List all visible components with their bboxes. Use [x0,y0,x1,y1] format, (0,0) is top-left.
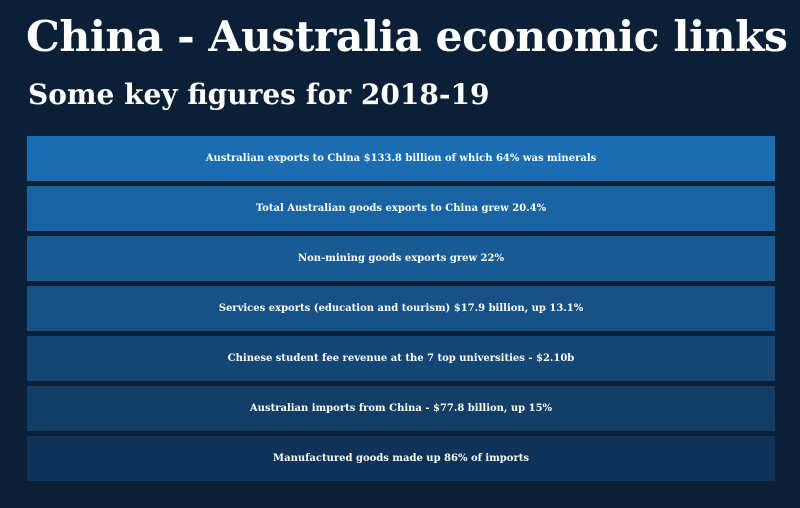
page-subtitle: Some key figures for 2018-19 [28,78,490,111]
fact-row-imports: Australian imports from China - $77.8 bi… [27,386,775,431]
fact-list: Australian exports to China $133.8 billi… [27,136,775,486]
fact-row-non-mining: Non-mining goods exports grew 22% [27,236,775,281]
fact-row-goods-growth: Total Australian goods exports to China … [27,186,775,231]
fact-row-manufactured: Manufactured goods made up 86% of import… [27,436,775,481]
fact-row-student-fees: Chinese student fee revenue at the 7 top… [27,336,775,381]
fact-row-services: Services exports (education and tourism)… [27,286,775,331]
fact-row-exports: Australian exports to China $133.8 billi… [27,136,775,181]
page-title: China - Australia economic links [26,12,788,62]
